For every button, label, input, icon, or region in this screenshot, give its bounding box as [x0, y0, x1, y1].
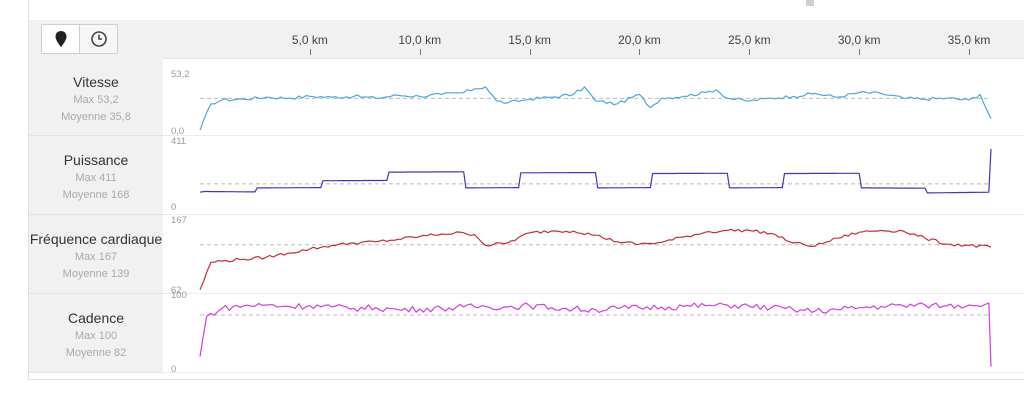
distance-tick-label: 35,0 km: [947, 33, 991, 47]
metric-row-2: Fréquence cardiaque Max 167 Moyenne 139 …: [29, 215, 1024, 296]
axis-min-label: 62: [171, 285, 182, 296]
axis-min-label: 0: [171, 202, 177, 213]
metric-series-line: [199, 228, 992, 291]
axis-max-label: 167: [171, 215, 187, 226]
distance-tick-label: 25,0 km: [727, 33, 771, 47]
analysis-panel: [28, 0, 1024, 380]
distance-tick-label: 20,0 km: [618, 33, 661, 47]
distance-tick-mark: [969, 49, 971, 55]
axis-min-label: 0,0: [171, 126, 185, 137]
metric-name: Puissance: [63, 152, 129, 168]
metric-row-1: Puissance Max 411 Moyenne 168 411 0: [29, 136, 1024, 215]
time-view-button[interactable]: [79, 25, 117, 53]
distance-tick-mark: [859, 49, 861, 55]
metric-plot[interactable]: 411 0: [163, 136, 1024, 215]
axis-min-label: 0: [171, 364, 177, 375]
metric-trace-svg: [199, 148, 992, 194]
distance-tick-label: 30,0 km: [837, 33, 881, 47]
metric-label-panel: Fréquence cardiaque Max 167 Moyenne 139: [29, 215, 163, 294]
metric-series-line: [199, 148, 992, 194]
metric-max: Max 411: [75, 172, 117, 184]
metric-plot[interactable]: 100 0: [163, 290, 1024, 375]
metric-trace-svg: [199, 228, 992, 291]
metric-average: Moyenne 139: [62, 268, 130, 280]
metric-label-panel: Puissance Max 411 Moyenne 168: [29, 136, 163, 215]
clock-icon: [90, 31, 107, 47]
distance-tick-mark: [309, 49, 311, 55]
scroll-indicator: [806, 0, 814, 6]
metric-average: Moyenne 82: [65, 347, 127, 359]
metric-row-3: Cadence Max 100 Moyenne 82 100 0: [29, 290, 1024, 375]
metric-row-0: Vitesse Max 53,2 Moyenne 35,8 53,2 0,0: [29, 58, 1024, 137]
distance-tick-mark: [639, 49, 641, 55]
metric-max: Max 167: [74, 251, 118, 263]
metric-max: Max 100: [74, 330, 118, 342]
metric-name: Vitesse: [73, 74, 119, 90]
axis-max-label: 411: [171, 136, 187, 147]
metric-trace-svg: [199, 86, 992, 131]
chart-header: 5,0 km 10,0 km 15,0 km 20,0 km 25,0 km 30,0 k…: [29, 20, 1024, 59]
view-toggle: [41, 24, 118, 54]
distance-tick-mark: [419, 49, 421, 55]
metric-max: Max 53,2: [73, 94, 119, 106]
metric-name: Cadence: [67, 310, 125, 326]
metric-plot[interactable]: 53,2 0,0: [163, 58, 1024, 137]
metric-average: Moyenne 35,8: [61, 111, 131, 123]
distance-view-button[interactable]: [42, 25, 79, 53]
distance-tick-mark: [529, 49, 531, 55]
axis-max-label: 100: [171, 290, 187, 301]
distance-tick-mark: [749, 49, 751, 55]
distance-tick-label: 5,0 km: [291, 33, 328, 47]
metric-series-line: [199, 302, 992, 367]
metric-name: Fréquence cardiaque: [29, 231, 163, 247]
axis-max-label: 53,2: [171, 69, 190, 80]
metric-trace-svg: [199, 302, 992, 367]
metric-plot[interactable]: 167 62: [163, 215, 1024, 296]
metric-label-panel: Cadence Max 100 Moyenne 82: [29, 294, 163, 373]
distance-tick-label: 10,0 km: [398, 33, 442, 47]
metric-series-line: [199, 86, 992, 131]
metric-average: Moyenne 168: [62, 189, 130, 201]
map-pin-icon: [55, 31, 66, 47]
metric-label-panel: Vitesse Max 53,2 Moyenne 35,8: [29, 58, 163, 136]
distance-tick-label: 15,0 km: [508, 33, 551, 47]
